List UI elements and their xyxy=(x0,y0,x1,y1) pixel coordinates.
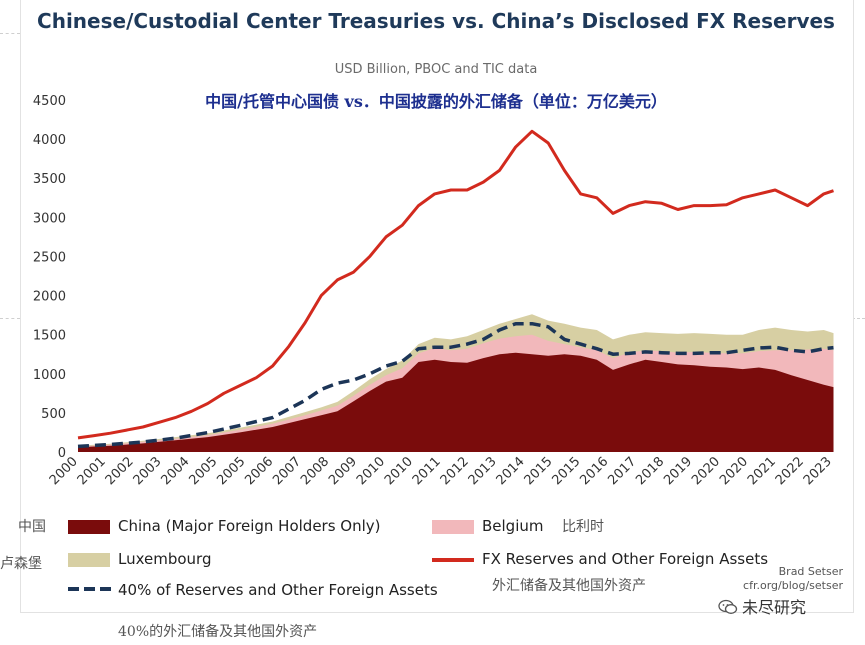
chart-title: Chinese/Custodial Center Treasuries vs. … xyxy=(37,9,835,33)
x-tick-label: 2009 xyxy=(326,454,360,488)
y-tick-label: 2500 xyxy=(33,250,66,265)
x-tick-label: 2015 xyxy=(549,454,583,488)
chart-title-cn: 中国/托管中心国债 vs．中国披露的外汇储备（单位：万亿美元） xyxy=(205,92,667,111)
x-tick-label: 2018 xyxy=(633,454,667,488)
annotation-cn-fx: 外汇储备及其他国外资产 xyxy=(492,578,646,594)
y-tick-label: 1500 xyxy=(33,329,66,344)
x-tick-label: 2006 xyxy=(242,454,276,488)
x-tick-label: 2012 xyxy=(438,454,472,488)
x-tick-label: 2019 xyxy=(661,454,695,488)
page-divider xyxy=(0,33,20,34)
x-tick-label: 2015 xyxy=(522,454,556,488)
annotation-cn-forty: 40%的外汇储备及其他国外资产 xyxy=(118,624,318,640)
annotation-cn-china: 中国 xyxy=(18,519,46,535)
x-tick-label: 2005 xyxy=(186,454,220,488)
area-series xyxy=(78,314,834,452)
y-tick-label: 500 xyxy=(41,407,66,422)
x-tick-label: 2004 xyxy=(159,454,193,488)
credit-url: cfr.org/blog/setser xyxy=(743,579,843,592)
legend-label-fx: FX Reserves and Other Foreign Assets xyxy=(482,550,769,568)
annotation-cn-belgium: 比利时 xyxy=(562,519,604,535)
x-tick-label: 2020 xyxy=(717,454,751,488)
x-tick-label: 2001 xyxy=(75,454,109,488)
annotation-cn-luxembourg: 卢森堡 xyxy=(0,556,42,572)
x-tick-label: 2005 xyxy=(214,454,248,488)
legend-label-luxembourg: Luxembourg xyxy=(118,550,212,568)
x-axis: 2000200120022003200420052005200620072008… xyxy=(47,454,835,488)
y-tick-label: 3000 xyxy=(33,211,66,226)
x-tick-label: 2008 xyxy=(298,454,332,488)
y-axis: 0 500 1000 1500 2000 2500 3000 3500 4000 4500 xyxy=(33,94,66,461)
legend-swatch-luxembourg xyxy=(68,553,110,567)
legend-label-china: China (Major Foreign Holders Only) xyxy=(118,517,381,535)
legend-label-forty: 40% of Reserves and Other Foreign Assets xyxy=(118,581,438,599)
legend-label-belgium: Belgium xyxy=(482,517,544,535)
source-credit: Brad Setser cfr.org/blog/setser xyxy=(743,565,843,593)
x-tick-label: 2003 xyxy=(131,454,165,488)
y-tick-label: 2000 xyxy=(33,290,66,305)
credit-author: Brad Setser xyxy=(778,565,843,578)
legend-swatch-forty xyxy=(68,587,112,591)
x-tick-label: 2020 xyxy=(689,454,723,488)
x-tick-label: 2013 xyxy=(466,454,500,488)
y-tick-label: 3500 xyxy=(33,172,66,187)
line-forty-percent xyxy=(77,321,834,449)
area-china xyxy=(78,352,834,452)
line-series xyxy=(77,129,834,449)
chart-card xyxy=(20,0,854,613)
x-tick-label: 2014 xyxy=(494,454,528,488)
x-tick-label: 2016 xyxy=(577,454,611,488)
y-tick-label: 1000 xyxy=(33,368,66,383)
page-divider xyxy=(852,318,865,319)
x-tick-label: 2011 xyxy=(410,454,444,488)
x-tick-label: 2023 xyxy=(801,454,835,488)
legend-swatch-belgium xyxy=(432,520,474,534)
x-tick-label: 2007 xyxy=(270,454,304,488)
watermark: 未尽研究 xyxy=(718,594,806,618)
x-tick-label: 2022 xyxy=(773,454,807,488)
x-tick-label: 2021 xyxy=(745,454,779,488)
page-divider xyxy=(0,318,20,319)
line-fx-reserves xyxy=(77,129,834,440)
legend-swatch-fx xyxy=(432,558,474,562)
x-tick-label: 2010 xyxy=(382,454,416,488)
wechat-icon xyxy=(718,599,738,614)
y-tick-label: 0 xyxy=(58,446,66,461)
legend-swatch-china xyxy=(68,520,110,534)
y-tick-label: 4000 xyxy=(33,133,66,148)
x-tick-label: 2000 xyxy=(47,454,81,488)
x-tick-label: 2002 xyxy=(103,454,137,488)
y-tick-label: 4500 xyxy=(33,94,66,109)
chart-subtitle: USD Billion, PBOC and TIC data xyxy=(334,62,538,77)
x-tick-label: 2017 xyxy=(605,454,639,488)
watermark-text: 未尽研究 xyxy=(742,598,807,617)
x-tick-label: 2010 xyxy=(354,454,388,488)
